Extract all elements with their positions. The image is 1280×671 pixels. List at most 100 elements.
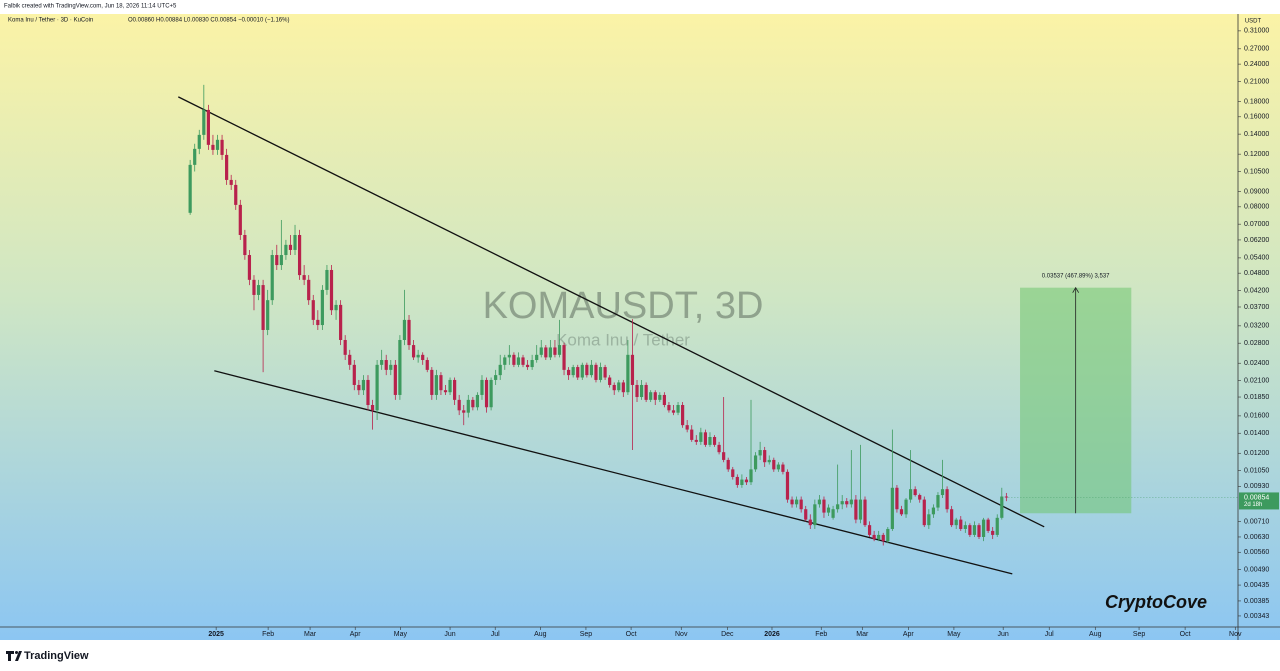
candle-body: [722, 452, 726, 460]
candle-body: [316, 319, 320, 326]
y-tick-label: 0.00930: [1244, 483, 1269, 490]
candle-body: [790, 499, 794, 505]
y-tick-label: 0.01200: [1244, 450, 1269, 457]
candle-body: [945, 489, 949, 510]
candle-body: [749, 469, 753, 483]
x-tick-label: Sep: [580, 631, 593, 638]
candle-body: [826, 507, 831, 513]
candle-body: [895, 487, 899, 510]
candle-body: [863, 499, 867, 526]
candle-body: [307, 279, 311, 301]
x-tick-label: Jun: [444, 631, 455, 638]
candle-body: [571, 367, 575, 376]
y-tick-label: 0.00343: [1244, 613, 1269, 620]
candle-body: [662, 394, 666, 405]
signature: CryptoCove: [1105, 592, 1207, 612]
candle-body: [453, 379, 457, 400]
candle-body: [589, 364, 594, 376]
y-tick-label: 0.01400: [1244, 430, 1269, 437]
candle-body: [443, 390, 448, 393]
watermark-symbol: KOMAUSDT, 3D: [483, 285, 764, 327]
candle-body: [375, 364, 379, 411]
candle-body: [402, 319, 407, 340]
x-tick-label: Aug: [1089, 631, 1102, 638]
last-price-label: 0.00854: [1244, 494, 1269, 501]
x-tick-label: 2026: [764, 631, 780, 638]
candle-body: [867, 525, 872, 535]
x-tick-label: Jun: [998, 631, 1009, 638]
candle-body: [963, 525, 967, 529]
currency: USDT: [1245, 19, 1262, 25]
x-tick-label: Mar: [856, 631, 869, 638]
candle-body: [804, 509, 808, 520]
y-tick-label: 0.04800: [1244, 270, 1269, 277]
candle-body: [193, 148, 197, 165]
candle-body: [320, 289, 324, 326]
candle-body: [475, 394, 480, 408]
candle-body: [530, 360, 534, 368]
candle-body: [854, 499, 858, 520]
trendline: [214, 370, 1013, 575]
candle-body: [772, 459, 776, 470]
y-tick-label: 0.00385: [1244, 598, 1269, 605]
x-tick-label: Oct: [1180, 631, 1191, 638]
candle-body: [840, 501, 844, 505]
candle-body: [726, 459, 730, 470]
candle-body: [986, 519, 990, 531]
candle-body: [972, 525, 977, 535]
candle-body: [890, 487, 894, 529]
candle-body: [279, 255, 283, 266]
top-bar: [0, 0, 1280, 14]
candle-body: [767, 459, 771, 463]
candle-body: [334, 304, 338, 311]
candle-body: [407, 319, 411, 346]
candle-body: [667, 404, 671, 411]
candle-body: [703, 432, 708, 445]
candle-body: [1004, 496, 1008, 498]
brand-logo: [6, 651, 22, 661]
candle-body: [234, 184, 238, 205]
y-tick-label: 0.00630: [1244, 534, 1269, 541]
candle-body: [275, 255, 279, 266]
candle-body: [553, 347, 557, 355]
candle-body: [535, 354, 539, 361]
candle-body: [425, 360, 429, 370]
candle-body: [188, 164, 192, 213]
y-tick-label: 0.05400: [1244, 255, 1269, 262]
y-tick-label: 0.02100: [1244, 377, 1269, 384]
watermark-name: Koma Inu / Tether: [556, 330, 690, 349]
candle-body: [621, 382, 625, 393]
candle-body: [918, 495, 922, 500]
candle-body: [521, 357, 525, 365]
x-tick-label: Feb: [815, 631, 827, 638]
candle-body: [877, 534, 881, 540]
candle-body: [439, 375, 443, 391]
candle-body: [225, 154, 229, 180]
candle-body: [845, 501, 849, 505]
candle-body: [539, 347, 543, 355]
x-tick-label: Aug: [534, 631, 547, 638]
trendline: [178, 96, 1045, 528]
x-tick-label: 2025: [208, 631, 224, 638]
candle-body: [653, 392, 657, 400]
candle-body: [940, 489, 945, 496]
candle-body: [457, 399, 461, 411]
candle-body: [370, 404, 375, 411]
candle-body: [617, 382, 621, 391]
countdown: 2d 18h: [1244, 502, 1262, 508]
candle-body: [808, 519, 812, 526]
x-tick-label: Nov: [675, 631, 688, 638]
last-price-tag: [1239, 492, 1279, 510]
candle-body: [694, 439, 698, 442]
candle-body: [247, 255, 252, 280]
candle-body: [357, 384, 361, 391]
x-tick-label: Apr: [903, 631, 915, 638]
candle-body: [243, 235, 247, 256]
candle-body: [380, 360, 384, 365]
candle-body: [567, 369, 571, 376]
y-tick-label: 0.24000: [1244, 61, 1269, 68]
candle-body: [630, 354, 635, 385]
candle-body: [466, 399, 470, 413]
candle-body: [503, 357, 507, 365]
candle-body: [270, 255, 274, 301]
